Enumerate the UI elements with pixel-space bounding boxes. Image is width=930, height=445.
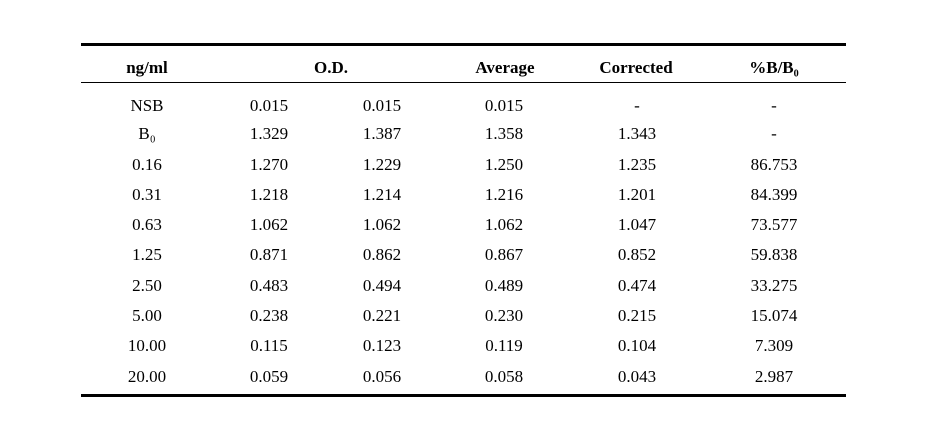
cell-percent-b-b0: 2.987 [754, 367, 794, 386]
table-row: 0.31 1.218 1.214 1.216 1.201 84.399 [81, 184, 846, 206]
cell-percent-b-b0: 73.577 [750, 215, 798, 234]
table-bottom-rule [81, 394, 846, 397]
cell-corrected: - [634, 96, 640, 115]
cell-od-2: 1.387 [362, 124, 402, 143]
header-average: Average [475, 58, 535, 77]
table-row: NSB 0.015 0.015 0.015 - - [81, 95, 846, 117]
cell-od-1: 0.483 [249, 276, 289, 295]
header-ng-ml: ng/ml [126, 58, 168, 77]
table-row: 0.63 1.062 1.062 1.062 1.047 73.577 [81, 214, 846, 236]
cell-average: 0.015 [484, 96, 524, 115]
cell-od-1: 1.329 [249, 124, 289, 143]
cell-od-1: 0.871 [249, 245, 289, 264]
table-row: B₀ 1.329 1.387 1.358 1.343 - [81, 123, 846, 145]
cell-percent-b-b0: 59.838 [750, 245, 798, 264]
cell-ng-ml: 0.31 [132, 185, 162, 204]
cell-corrected: 1.235 [617, 155, 657, 174]
cell-od-1: 0.059 [249, 367, 289, 386]
cell-od-1: 0.238 [249, 306, 289, 325]
cell-ng-ml: 1.25 [132, 245, 162, 264]
cell-average: 0.119 [485, 336, 523, 355]
cell-od-1: 1.270 [249, 155, 289, 174]
cell-od-1: 0.015 [249, 96, 289, 115]
cell-od-2: 0.221 [362, 306, 402, 325]
cell-percent-b-b0: - [771, 124, 777, 143]
cell-percent-b-b0: 84.399 [750, 185, 798, 204]
cell-average: 0.867 [484, 245, 524, 264]
cell-corrected: 0.215 [617, 306, 657, 325]
cell-od-2: 1.214 [362, 185, 402, 204]
cell-average: 0.489 [484, 276, 524, 295]
table-row: 1.25 0.871 0.862 0.867 0.852 59.838 [81, 244, 846, 266]
table-row: 0.16 1.270 1.229 1.250 1.235 86.753 [81, 154, 846, 176]
table-row: 2.50 0.483 0.494 0.489 0.474 33.275 [81, 275, 846, 297]
header-percent-b-b0: %B/B₀ [749, 58, 799, 77]
cell-ng-ml: 20.00 [127, 367, 167, 386]
table-header-row: ng/ml O.D. Average Corrected %B/B₀ [81, 57, 846, 79]
cell-average: 0.230 [484, 306, 524, 325]
cell-ng-ml: NSB [130, 96, 164, 115]
cell-percent-b-b0: - [771, 96, 777, 115]
cell-percent-b-b0: 7.309 [754, 336, 794, 355]
cell-corrected: 0.043 [617, 367, 657, 386]
cell-average: 0.058 [484, 367, 524, 386]
cell-ng-ml: B₀ [138, 124, 156, 143]
cell-corrected: 1.343 [617, 124, 657, 143]
cell-percent-b-b0: 86.753 [750, 155, 798, 174]
table-row: 5.00 0.238 0.221 0.230 0.215 15.074 [81, 305, 846, 327]
cell-ng-ml: 5.00 [132, 306, 162, 325]
table-row: 20.00 0.059 0.056 0.058 0.043 2.987 [81, 366, 846, 388]
cell-average: 1.062 [484, 215, 524, 234]
cell-ng-ml: 0.16 [132, 155, 162, 174]
table-top-rule [81, 43, 846, 46]
cell-corrected: 0.852 [617, 245, 657, 264]
cell-od-1: 1.218 [249, 185, 289, 204]
cell-od-2: 0.123 [362, 336, 402, 355]
cell-percent-b-b0: 15.074 [750, 306, 798, 325]
cell-od-2: 1.229 [362, 155, 402, 174]
cell-od-2: 0.056 [362, 367, 402, 386]
cell-od-1: 1.062 [249, 215, 289, 234]
cell-average: 1.216 [484, 185, 524, 204]
header-od: O.D. [314, 58, 348, 77]
cell-average: 1.250 [484, 155, 524, 174]
table-header-rule [81, 82, 846, 83]
cell-corrected: 1.047 [617, 215, 657, 234]
data-table: ng/ml O.D. Average Corrected %B/B₀ NSB 0.… [81, 43, 846, 398]
cell-ng-ml: 10.00 [127, 336, 167, 355]
cell-od-2: 0.862 [362, 245, 402, 264]
cell-corrected: 0.474 [617, 276, 657, 295]
cell-ng-ml: 0.63 [132, 215, 162, 234]
cell-corrected: 1.201 [617, 185, 657, 204]
header-corrected: Corrected [599, 58, 673, 77]
cell-od-2: 0.494 [362, 276, 402, 295]
table-row: 10.00 0.115 0.123 0.119 0.104 7.309 [81, 335, 846, 357]
cell-corrected: 0.104 [617, 336, 657, 355]
cell-average: 1.358 [484, 124, 524, 143]
cell-ng-ml: 2.50 [132, 276, 162, 295]
cell-od-2: 0.015 [362, 96, 402, 115]
cell-od-2: 1.062 [362, 215, 402, 234]
cell-od-1: 0.115 [250, 336, 288, 355]
cell-percent-b-b0: 33.275 [750, 276, 798, 295]
